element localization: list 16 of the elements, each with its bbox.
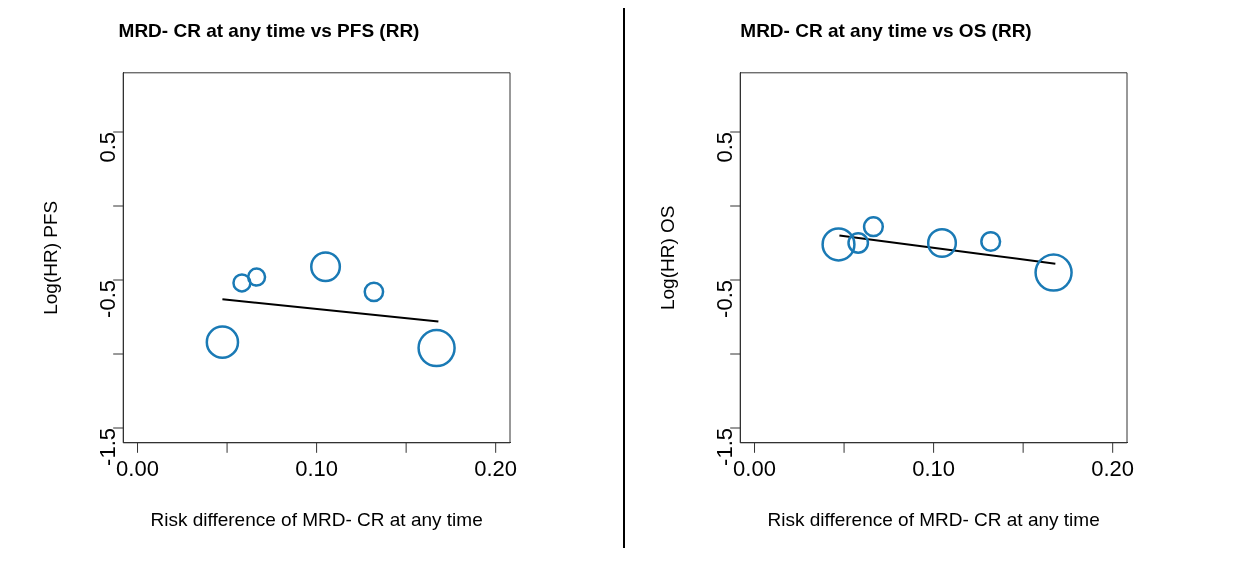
y-axis-title: Log(HR) PFS — [39, 200, 61, 315]
chart-title: MRD- CR at any time vs OS (RR) — [740, 19, 1032, 41]
x-tick-label: 0.10 — [295, 456, 339, 482]
x-axis-title: Risk difference of MRD- CR at any time — [767, 508, 1100, 530]
x-tick-label: 0.20 — [474, 456, 518, 482]
x-axis-title: Risk difference of MRD- CR at any time — [150, 508, 483, 530]
y-tick-label: 0.5 — [712, 132, 738, 163]
x-tick-label: 0.10 — [912, 456, 956, 482]
y-axis-title: Log(HR) OS — [656, 205, 678, 311]
y-tick-label: -0.5 — [712, 280, 738, 318]
x-tick-label: 0.20 — [1091, 456, 1135, 482]
x-tick-label: 0.00 — [116, 456, 159, 482]
y-tick-label: 0.5 — [95, 132, 121, 163]
y-tick-label: -0.5 — [95, 280, 121, 318]
chart-title: MRD- CR at any time vs PFS (RR) — [118, 19, 420, 41]
x-tick-label: 0.00 — [733, 456, 776, 482]
